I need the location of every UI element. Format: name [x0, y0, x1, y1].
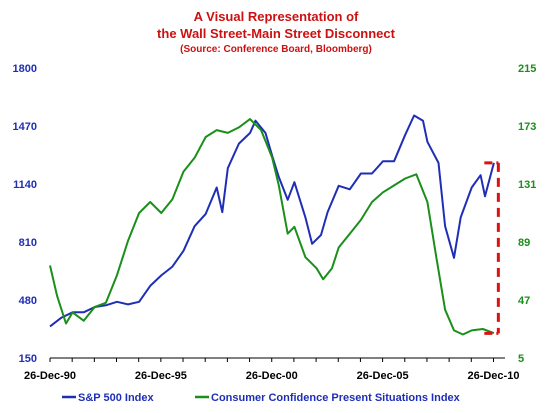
- left-tick-label-3: 1140: [13, 179, 37, 191]
- left-tick-label-5: 1800: [13, 63, 37, 75]
- chart-title: A Visual Representation of: [194, 9, 359, 24]
- legend-label-0: S&P 500 Index: [78, 392, 154, 404]
- x-axis-ticks: 26-Dec-90 26-Dec-95 26-Dec-00 26-Dec-05 26-D…: [24, 370, 519, 382]
- right-tick-label-1: 47: [518, 295, 530, 307]
- series-lines: [49, 114, 495, 336]
- x-tick-label-4: 26-Dec-10: [467, 370, 519, 382]
- x-tick-label-2: 26-Dec-00: [246, 370, 298, 382]
- chart-title-line2: the Wall Street-Main Street Disconnect: [157, 26, 396, 41]
- dashed-bracket-annotation: [484, 161, 500, 335]
- left-tick-label-0: 150: [19, 353, 37, 365]
- right-tick-label-2: 89: [518, 237, 530, 249]
- left-tick-label-1: 480: [19, 295, 37, 307]
- legend: S&P 500 Index Consumer Confidence Present…: [62, 392, 461, 404]
- left-tick-label-2: 810: [19, 237, 37, 249]
- left-tick-label-4: 1470: [13, 121, 37, 133]
- right-tick-label-0: 5: [518, 353, 524, 365]
- series-line-consumer-confidence: [49, 118, 495, 336]
- right-tick-label-3: 131: [518, 179, 536, 191]
- x-tick-label-0: 26-Dec-90: [24, 370, 76, 382]
- chart-subtitle: (Source: Conference Board, Bloomberg): [180, 44, 372, 55]
- right-tick-label-4: 173: [518, 121, 536, 133]
- legend-label-1: Consumer Confidence Present Situations I…: [211, 392, 461, 404]
- right-axis-ticks: 5 47 89 131 173 215: [518, 63, 536, 365]
- series-line-sp500: [49, 114, 495, 328]
- x-axis: [49, 357, 505, 362]
- left-axis-ticks: 150 480 810 1140 1470 1800: [13, 63, 37, 365]
- right-tick-label-5: 215: [518, 63, 536, 75]
- x-tick-label-3: 26-Dec-05: [357, 370, 409, 382]
- x-tick-label-1: 26-Dec-95: [135, 370, 187, 382]
